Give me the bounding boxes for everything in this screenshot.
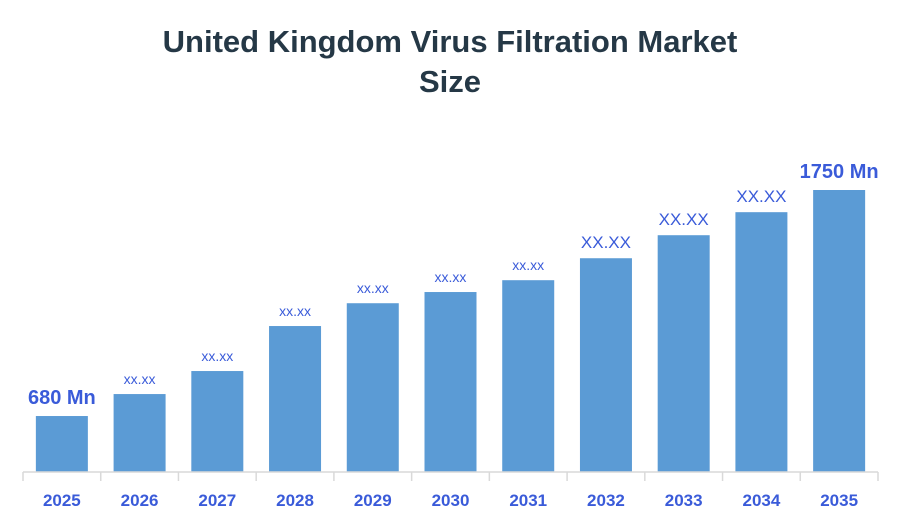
x-tick-label-2027: 2027 [198, 491, 236, 510]
data-label-2025: 680 Mn [28, 387, 96, 409]
data-label-2031: xx.xx [512, 257, 544, 273]
data-label-2030: xx.xx [435, 269, 467, 285]
bar-2028 [269, 326, 322, 472]
x-tick-label-2035: 2035 [820, 491, 858, 510]
x-tick-label-2026: 2026 [121, 491, 159, 510]
x-tick-label-2031: 2031 [509, 491, 547, 510]
x-tick-label-2028: 2028 [276, 491, 314, 510]
chart-title-line-2: Size [418, 64, 482, 99]
bar-2035 [813, 190, 866, 472]
x-tick-label-2025: 2025 [43, 491, 81, 510]
x-tick-label-2033: 2033 [665, 491, 703, 510]
data-label-2032: XX.XX [581, 233, 631, 252]
chart-title-line-1: United Kingdom Virus Filtration Market [162, 24, 738, 59]
x-tick-label-2032: 2032 [587, 491, 625, 510]
data-label-2027: xx.xx [201, 348, 233, 364]
data-label-2034: XX.XX [736, 187, 786, 206]
bar-2025 [35, 416, 88, 472]
x-tick-label-2029: 2029 [354, 491, 392, 510]
data-label-2029: xx.xx [357, 280, 389, 296]
bar-2033 [657, 235, 710, 472]
bar-2027 [191, 371, 244, 472]
chart-title: United Kingdom Virus Filtration Market S… [0, 22, 900, 102]
data-label-2028: xx.xx [279, 303, 311, 319]
data-label-2033: XX.XX [659, 210, 709, 229]
bar-2029 [346, 303, 399, 472]
data-label-2026: xx.xx [124, 371, 156, 387]
bar-2034 [735, 212, 788, 472]
x-tick-label-2034: 2034 [742, 491, 780, 510]
bar-2031 [502, 280, 555, 472]
bar-2026 [113, 394, 166, 472]
x-tick-label-2030: 2030 [432, 491, 470, 510]
bar-2032 [579, 258, 632, 472]
bar-2030 [424, 292, 477, 472]
data-label-2035: 1750 Mn [800, 161, 879, 183]
